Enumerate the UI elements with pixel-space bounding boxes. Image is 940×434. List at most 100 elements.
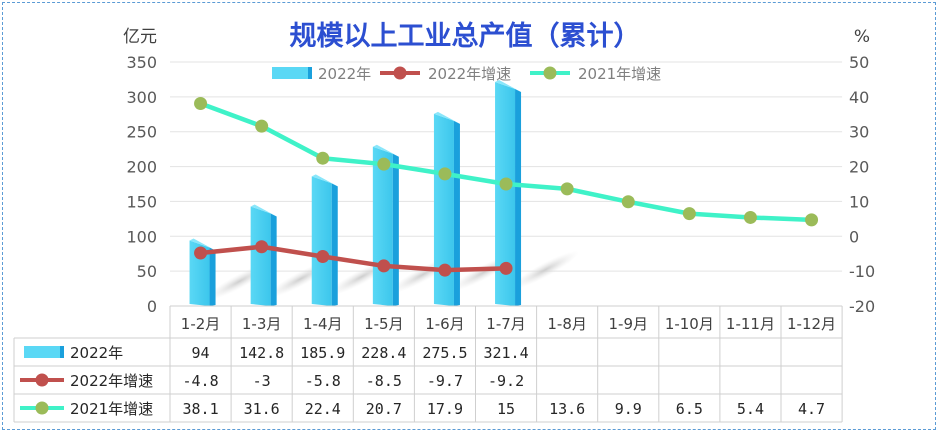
legend-label: 2021年增速 bbox=[578, 65, 661, 83]
legend-label: 2022年 bbox=[318, 65, 371, 83]
bar bbox=[311, 176, 332, 306]
table-cell: 13.6 bbox=[549, 400, 585, 418]
chart-title: 规模以上工业总产值（累计） bbox=[290, 21, 641, 52]
left-tick-label: 0 bbox=[147, 297, 157, 316]
right-tick-label: 10 bbox=[849, 192, 869, 211]
table-cell: 20.7 bbox=[366, 400, 402, 418]
row-key-bar-side bbox=[60, 346, 64, 358]
bar-side bbox=[515, 88, 522, 306]
line-point bbox=[377, 157, 391, 171]
left-tick-label: 50 bbox=[137, 262, 157, 281]
category-label: 1-10月 bbox=[665, 315, 714, 333]
right-axis-ticks: 50 40 30 20 10 0 -10 -20 bbox=[849, 53, 875, 316]
legend-bar-swatch-side bbox=[308, 67, 312, 79]
table-cell: -9.2 bbox=[488, 372, 524, 390]
right-tick-label: -10 bbox=[849, 262, 875, 281]
table-cell: 22.4 bbox=[305, 400, 341, 418]
row-key-marker bbox=[35, 401, 49, 415]
legend-marker bbox=[543, 66, 557, 80]
table-cell: 321.4 bbox=[483, 344, 528, 362]
bar bbox=[372, 146, 393, 306]
bar bbox=[433, 113, 454, 307]
legend-bar-swatch bbox=[272, 67, 312, 79]
line-point bbox=[255, 240, 269, 254]
left-tick-label: 150 bbox=[126, 192, 157, 211]
bar-top bbox=[372, 144, 399, 157]
line-point bbox=[194, 96, 208, 110]
table-cell: 15 bbox=[497, 400, 515, 418]
left-tick-label: 200 bbox=[126, 158, 157, 177]
table-cell: 185.9 bbox=[300, 344, 345, 362]
table-cell: -9.7 bbox=[427, 372, 463, 390]
bar-top bbox=[311, 174, 338, 187]
category-label: 1-8月 bbox=[547, 315, 587, 333]
line-point bbox=[743, 210, 757, 224]
line-point bbox=[194, 246, 208, 260]
bar-top bbox=[495, 79, 522, 92]
line-point bbox=[255, 119, 269, 133]
right-tick-label: 0 bbox=[849, 227, 859, 246]
table-cell: -5.8 bbox=[305, 372, 341, 390]
table-cell: 31.6 bbox=[244, 400, 280, 418]
row-key-marker bbox=[35, 373, 49, 387]
line-point bbox=[682, 207, 696, 221]
left-tick-label: 350 bbox=[126, 53, 157, 72]
line-point bbox=[805, 213, 819, 227]
category-label: 1-7月 bbox=[486, 315, 526, 333]
table-cell: 94 bbox=[192, 344, 210, 362]
bar-side bbox=[453, 120, 460, 307]
line-point bbox=[621, 195, 635, 209]
bar-top bbox=[433, 111, 460, 124]
right-tick-label: 50 bbox=[849, 53, 869, 72]
right-axis-unit: % bbox=[854, 27, 870, 47]
row-label: 2022年增速 bbox=[70, 372, 153, 390]
line-point bbox=[438, 263, 452, 277]
table-cell: 9.9 bbox=[615, 400, 642, 418]
category-label: 1-2月 bbox=[181, 315, 221, 333]
bar-top bbox=[250, 204, 277, 217]
bar-top bbox=[189, 238, 216, 251]
table-cell: 17.9 bbox=[427, 400, 463, 418]
category-label: 1-5月 bbox=[364, 315, 404, 333]
category-label: 1-4月 bbox=[303, 315, 343, 333]
row-key-bar bbox=[24, 346, 64, 358]
left-tick-label: 300 bbox=[126, 88, 157, 107]
table-cell: -8.5 bbox=[366, 372, 402, 390]
category-label: 1-11月 bbox=[726, 315, 775, 333]
left-axis-unit: 亿元 bbox=[123, 27, 157, 47]
line-point bbox=[316, 250, 330, 264]
table-cell: -3 bbox=[253, 372, 271, 390]
legend-marker bbox=[393, 66, 407, 80]
bar bbox=[495, 81, 516, 306]
table-cell: 5.4 bbox=[737, 400, 764, 418]
line-point bbox=[499, 177, 513, 191]
category-label: 1-6月 bbox=[425, 315, 465, 333]
legend: 2022年 2022年增速 2021年增速 bbox=[272, 65, 661, 83]
bar-series bbox=[189, 79, 522, 307]
bar-side bbox=[270, 213, 277, 306]
table-cell: 228.4 bbox=[361, 344, 406, 362]
line-point bbox=[377, 259, 391, 273]
table-cell: -4.8 bbox=[182, 372, 218, 390]
line-point bbox=[316, 151, 330, 165]
left-axis-ticks: 350 300 250 200 150 100 50 0 bbox=[126, 53, 157, 316]
left-tick-label: 250 bbox=[126, 123, 157, 142]
bar bbox=[250, 206, 271, 306]
series-line bbox=[198, 244, 509, 273]
table-cell: 4.7 bbox=[798, 400, 825, 418]
legend-label: 2022年增速 bbox=[428, 65, 511, 83]
line-point bbox=[560, 182, 574, 196]
data-table: 1-2月 1-3月 1-4月 1-5月 1-6月 1-7月 1-8月 1-9月 1-10月 1-1… bbox=[13, 305, 843, 423]
right-tick-label: 30 bbox=[849, 123, 869, 142]
category-label: 1-3月 bbox=[242, 315, 282, 333]
row-label: 2021年增速 bbox=[70, 400, 153, 418]
line-point bbox=[438, 167, 452, 181]
table-cell: 142.8 bbox=[239, 344, 284, 362]
row-label: 2022年 bbox=[70, 344, 123, 362]
bar-side bbox=[392, 153, 399, 306]
line-series bbox=[194, 96, 819, 277]
right-tick-label: 40 bbox=[849, 88, 869, 107]
chart-frame bbox=[2, 2, 936, 430]
left-tick-label: 100 bbox=[126, 227, 157, 246]
